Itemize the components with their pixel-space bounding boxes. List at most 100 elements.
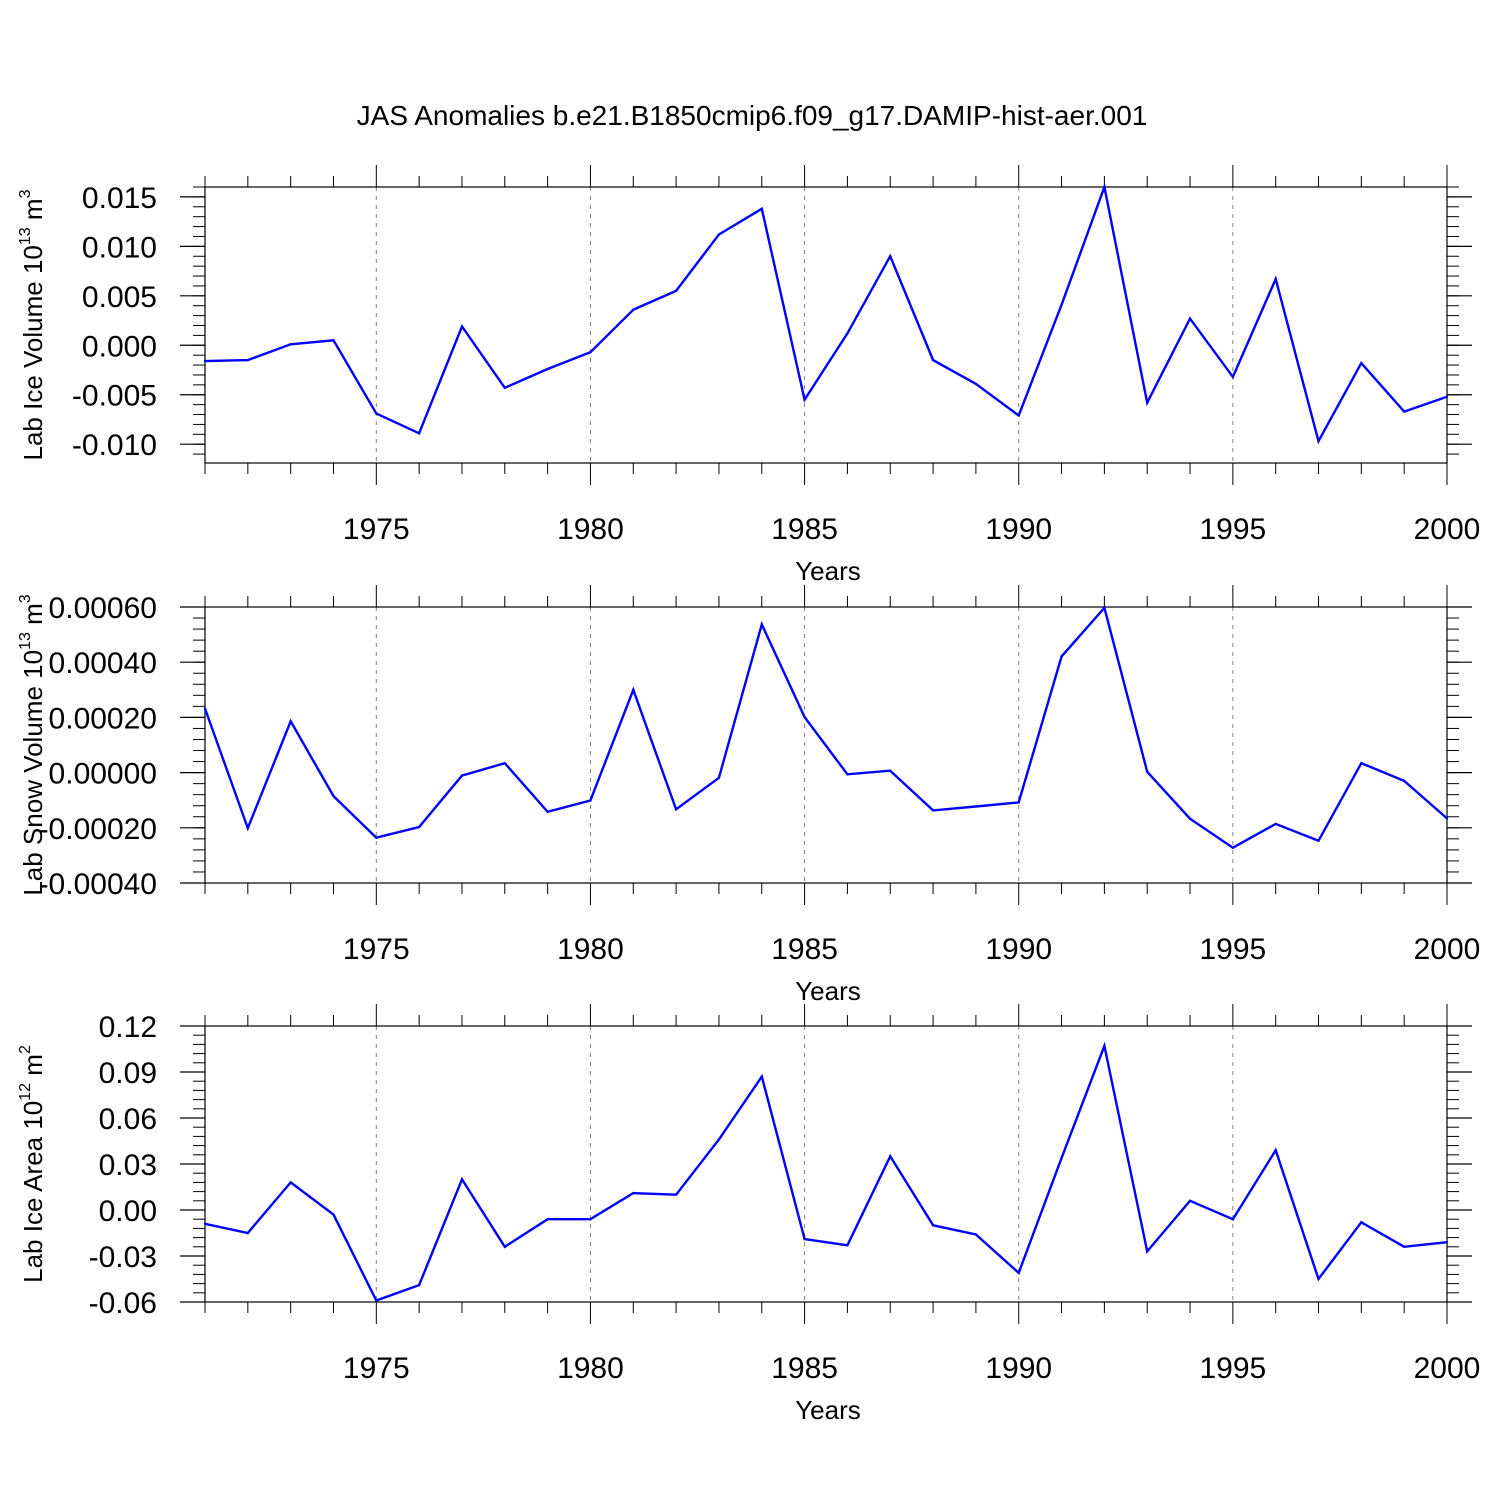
data-point xyxy=(203,1222,207,1226)
data-point xyxy=(289,720,292,723)
y-axis-label-name: Lab Ice Volume xyxy=(18,281,48,460)
data-point xyxy=(1103,185,1106,189)
data-point xyxy=(1274,1149,1277,1152)
chart-title: JAS Anomalies b.e21.B1850cmip6.f09_g17.D… xyxy=(357,100,1148,131)
data-point xyxy=(1317,1277,1320,1281)
data-point xyxy=(332,1213,335,1216)
data-point xyxy=(931,1224,935,1227)
y-tick-label: 0.12 xyxy=(99,1011,157,1044)
data-point xyxy=(760,207,763,210)
x-tick-label: 1995 xyxy=(1199,933,1266,966)
data-point xyxy=(974,382,978,386)
x-axis-label: Years xyxy=(795,976,861,1006)
data-point xyxy=(246,1231,250,1235)
y-axis-label-exponent: 12 xyxy=(17,1083,34,1101)
x-tick-label: 1975 xyxy=(343,513,410,546)
data-point xyxy=(503,386,506,390)
y-tick-label: 0.015 xyxy=(82,182,157,215)
data-point xyxy=(460,774,464,777)
y-tick-label: 0.00020 xyxy=(49,702,157,735)
data-point xyxy=(1445,1241,1449,1244)
data-point xyxy=(1360,762,1363,765)
x-tick-label: 1980 xyxy=(557,1352,624,1385)
y-tick-label: -0.005 xyxy=(72,380,157,413)
y-axis-label: Lab Snow Volume 1013 m3 xyxy=(17,594,48,895)
data-point xyxy=(803,715,806,719)
data-point xyxy=(974,1233,978,1236)
data-point xyxy=(674,289,678,293)
x-tick-label: 1980 xyxy=(557,933,624,966)
data-point xyxy=(1231,375,1235,379)
data-point xyxy=(803,398,806,401)
y-tick-label: 0.00 xyxy=(99,1195,157,1228)
x-axis-label: Years xyxy=(795,1395,861,1425)
x-tick-label: 1990 xyxy=(985,1352,1052,1385)
y-tick-label: 0.06 xyxy=(99,1103,157,1136)
x-tick-label: 2000 xyxy=(1414,933,1481,966)
y-tick-label: 0.000 xyxy=(82,330,157,363)
data-point xyxy=(1402,779,1406,783)
data-point xyxy=(846,332,849,335)
data-point xyxy=(803,1237,806,1241)
x-tick-label: 1985 xyxy=(771,933,838,966)
y-tick-label: -0.00040 xyxy=(39,868,157,901)
data-point xyxy=(1274,277,1277,281)
data-point xyxy=(889,769,892,772)
x-tick-label: 1995 xyxy=(1199,1352,1266,1385)
data-point xyxy=(1017,1271,1020,1275)
y-tick-label: -0.00020 xyxy=(39,813,157,846)
data-point xyxy=(1445,395,1449,398)
data-point xyxy=(1146,401,1149,404)
data-point xyxy=(203,707,207,710)
x-tick-label: 2000 xyxy=(1414,513,1481,546)
data-point xyxy=(717,1138,721,1141)
data-point xyxy=(375,412,378,415)
data-point xyxy=(203,359,207,363)
y-axis-label-name: Lab Ice Area xyxy=(18,1136,48,1283)
x-tick-label: 1975 xyxy=(343,933,410,966)
data-point xyxy=(1231,1218,1235,1221)
data-point xyxy=(760,1075,763,1078)
data-point xyxy=(632,1191,635,1195)
y-tick-label: 0.005 xyxy=(82,281,157,314)
x-tick-label: 1975 xyxy=(343,1352,410,1385)
y-tick-label: -0.010 xyxy=(72,429,157,462)
data-point xyxy=(417,1283,421,1287)
data-point xyxy=(503,1245,506,1249)
panels: -0.010 -0.005 0.000 0.005 0.010 0.015 1975 1980… xyxy=(17,165,1480,1425)
y-axis-label-space: 10 xyxy=(18,245,48,281)
data-point xyxy=(1103,1044,1106,1048)
y-axis-label-unit: m xyxy=(18,198,48,227)
data-point xyxy=(1360,361,1363,365)
y-tick-label: 0.00060 xyxy=(49,592,157,625)
y-axis-label-unit: m xyxy=(18,603,48,632)
data-point xyxy=(1445,817,1449,820)
data-point xyxy=(846,773,849,776)
y-axis-label-space: 10 xyxy=(18,1101,48,1137)
data-point xyxy=(1188,1199,1192,1203)
y-axis-label-exponent: 13 xyxy=(17,227,34,245)
x-axis-label: Years xyxy=(795,556,861,586)
x-tick-label: 1980 xyxy=(557,513,624,546)
y-tick-label: 0.03 xyxy=(99,1149,157,1182)
series-line xyxy=(203,605,1448,850)
data-point xyxy=(931,809,935,812)
data-point xyxy=(246,358,250,362)
data-point xyxy=(460,1178,464,1181)
data-point xyxy=(889,255,892,258)
data-point xyxy=(717,776,721,780)
data-point xyxy=(546,1218,549,1221)
plot-frame xyxy=(204,1025,1448,1303)
data-point xyxy=(289,1181,292,1184)
y-tick-label: -0.03 xyxy=(89,1241,157,1274)
data-point xyxy=(1146,770,1149,773)
data-point xyxy=(632,308,635,311)
data-point xyxy=(1317,440,1320,443)
y-axis-label-exponent: 13 xyxy=(17,632,34,650)
data-point xyxy=(460,325,464,328)
data-point xyxy=(246,826,250,830)
series-line xyxy=(204,1041,1448,1302)
data-point xyxy=(632,688,635,691)
y-tick-label: 0.00000 xyxy=(49,758,157,791)
